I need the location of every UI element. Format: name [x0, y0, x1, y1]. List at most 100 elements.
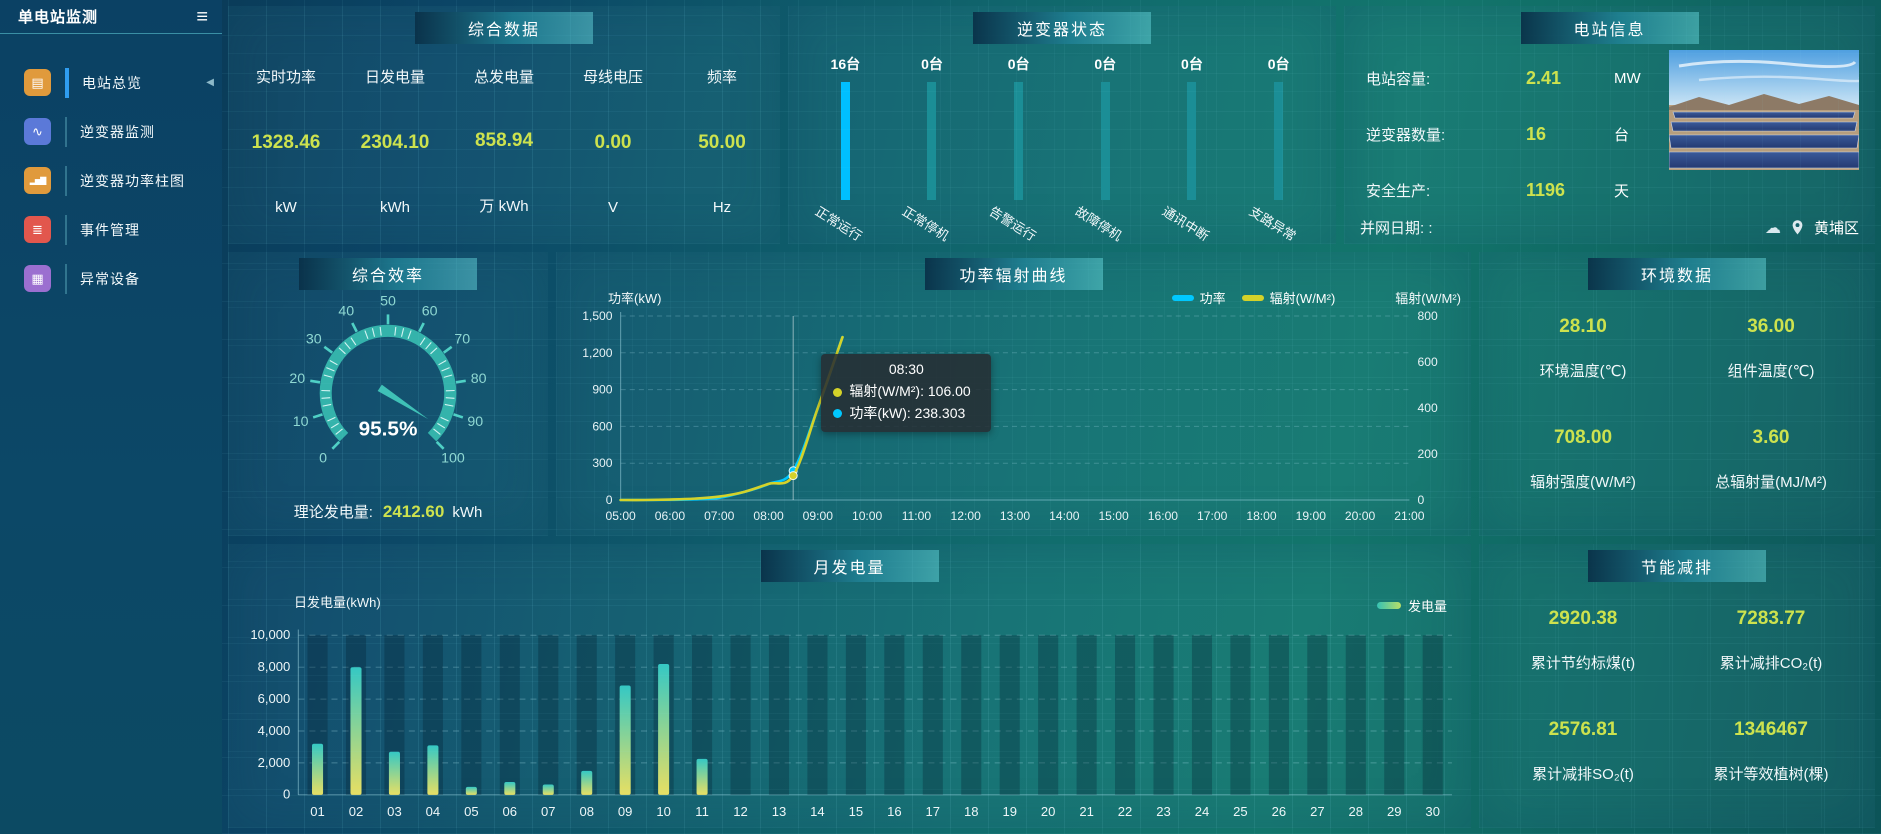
env-radiation-intensity: 708.00 辐射强度(W/M²)	[1489, 427, 1677, 492]
status-bar	[1187, 82, 1197, 200]
legend-mark-generation	[1376, 602, 1401, 609]
efficiency-gauge[interactable]: 0 10 20 30 40 50 60 70 80 90 100 95.5%	[270, 286, 506, 479]
month-chart-legend[interactable]: 发电量	[1376, 596, 1447, 615]
svg-text:95.5%: 95.5%	[359, 418, 418, 441]
sidebar-item-station-overview[interactable]: ▤ 电站总览 ◀	[0, 58, 222, 107]
bar-label: 通讯中断	[1159, 203, 1212, 244]
saving-label: 累计节约标煤(t)	[1530, 655, 1636, 672]
left-axis-name: 功率(kW)	[608, 291, 662, 306]
svg-text:03: 03	[387, 804, 402, 819]
svg-text:13: 13	[772, 804, 787, 819]
inverter-bar-fault-stop: 0台 故障停机	[1067, 54, 1143, 244]
sidebar-item-label: 事件管理	[80, 221, 140, 238]
svg-text:05: 05	[464, 804, 479, 819]
metric-unit: kWh	[380, 199, 410, 216]
sidebar-item-event-management[interactable]: ≣ 事件管理	[0, 205, 222, 254]
bar-label: 正常停机	[899, 203, 952, 244]
svg-text:28: 28	[1349, 804, 1364, 819]
district-name[interactable]: 黄埔区	[1813, 220, 1859, 237]
legend-label: 发电量	[1407, 599, 1447, 614]
panel-efficiency: 综合效率 0 10 20 30 40 50 60 70 80 90 100 95.5% 理论发电量: 2…	[228, 252, 548, 536]
sidebar-item-abnormal-devices[interactable]: ▦ 异常设备	[0, 254, 222, 303]
sidebar-nav: ▤ 电站总览 ◀ ∿ 逆变器监测 ▂▅▇ 逆变器功率柱图 ≣ 事件管理 ▦ 异常…	[0, 58, 222, 303]
summary-metrics: 实时功率 1328.46 kW 日发电量 2304.10 kWh 总发电量 85…	[246, 66, 762, 216]
metric-label: 频率	[706, 69, 737, 86]
svg-text:10: 10	[293, 414, 309, 430]
theoretical-generation: 理论发电量: 2412.60 kWh	[228, 501, 548, 522]
tooltip-row-radiation: 辐射(W/M²): 106.00	[833, 381, 979, 403]
bar-count: 0台	[1181, 56, 1203, 72]
svg-text:15: 15	[849, 804, 864, 819]
station-info-rows: 电站容量: 2.41 MW 逆变器数量: 16 台 安全生产: 1196 天	[1366, 50, 1664, 218]
svg-text:11:00: 11:00	[902, 509, 932, 523]
metric-unit: Hz	[712, 199, 732, 216]
svg-text:02: 02	[349, 804, 364, 819]
metric-realtime-power: 实时功率 1328.46 kW	[246, 66, 326, 216]
svg-text:12: 12	[733, 804, 748, 819]
location-pin-icon[interactable]	[1791, 219, 1804, 236]
info-row-safe-production: 安全生产: 1196 天	[1366, 162, 1664, 218]
power-dot-icon	[833, 409, 843, 419]
inverter-bar-comm-interrupted: 0台 通讯中断	[1154, 54, 1230, 244]
legend-mark-power	[1171, 294, 1194, 301]
radiation-dot-icon	[833, 387, 843, 397]
metric-bus-voltage: 母线电压 0.00 V	[573, 66, 653, 216]
svg-text:0: 0	[319, 450, 327, 466]
svg-text:20: 20	[289, 371, 305, 387]
svg-text:22: 22	[1118, 804, 1133, 819]
svg-text:24: 24	[1195, 804, 1210, 819]
status-bar	[927, 82, 937, 200]
svg-text:12:00: 12:00	[951, 509, 982, 523]
weather-cloud-icon[interactable]: ☁	[1764, 219, 1781, 237]
inverter-status-chart[interactable]: 16台 正常运行 0台 正常停机 0台 告警运行 0台 故障停机	[802, 54, 1322, 244]
theory-label: 理论发电量:	[293, 504, 373, 521]
info-value: 2.41	[1526, 67, 1562, 88]
theory-value: 2412.60	[382, 502, 445, 521]
sidebar-item-divider	[65, 67, 69, 98]
env-value: 36.00	[1747, 316, 1795, 337]
bar-count: 16台	[830, 56, 861, 72]
inverter-power-bars-icon: ▂▅▇	[24, 167, 51, 194]
collapse-arrow-icon[interactable]: ◀	[206, 77, 214, 88]
hamburger-menu-icon[interactable]: ≡	[196, 5, 208, 28]
svg-text:200: 200	[1417, 447, 1438, 461]
legend-item-power[interactable]: 功率	[1171, 288, 1226, 307]
sidebar-item-divider	[65, 165, 67, 196]
svg-text:1,500: 1,500	[582, 310, 613, 323]
monthly-generation-chart[interactable]: 0 2,000 4,000 6,000 8,000 10,000 01 02 03 04 05 06 0…	[234, 610, 1465, 824]
event-management-icon: ≣	[24, 216, 51, 243]
power-radiation-chart[interactable]: 0 300 600 900 1,200 1,500 0 200 400 600 800 05:00 06…	[562, 309, 1465, 532]
env-label: 组件温度(℃)	[1727, 363, 1815, 380]
svg-text:07:00: 07:00	[704, 509, 735, 523]
sidebar-item-inverter-power-bars[interactable]: ▂▅▇ 逆变器功率柱图	[0, 156, 222, 205]
dashboard-main: 综合数据 实时功率 1328.46 kW 日发电量 2304.10 kWh 总发…	[222, 0, 1881, 834]
env-value: 708.00	[1553, 427, 1613, 448]
svg-text:300: 300	[592, 456, 613, 470]
info-row-inverter-count: 逆变器数量: 16 台	[1366, 106, 1664, 162]
saving-trees: 1346467 累计等效植树(棵)	[1677, 719, 1865, 784]
sidebar-item-inverter-monitor[interactable]: ∿ 逆变器监测	[0, 107, 222, 156]
sidebar: 单电站监测 ≡ ▤ 电站总览 ◀ ∿ 逆变器监测 ▂▅▇ 逆变器功率柱图 ≣ 事…	[0, 0, 222, 834]
metric-value: 50.00	[698, 132, 746, 153]
svg-text:15:00: 15:00	[1098, 509, 1129, 523]
env-module-temp: 36.00 组件温度(℃)	[1677, 316, 1865, 381]
metric-value: 2304.10	[360, 132, 430, 153]
environment-grid: 28.10 环境温度(℃) 36.00 组件温度(℃) 708.00 辐射强度(…	[1489, 316, 1865, 492]
saving-co2: 7283.77 累计减排CO₂(t)	[1677, 608, 1865, 673]
svg-text:18:00: 18:00	[1246, 509, 1277, 523]
svg-text:06: 06	[503, 804, 518, 819]
bar-label: 告警运行	[986, 203, 1039, 244]
metric-label: 实时功率	[255, 69, 316, 86]
info-value: 16	[1526, 123, 1547, 144]
metric-frequency: 频率 50.00 Hz	[682, 66, 762, 216]
info-unit: MW	[1614, 69, 1641, 87]
panel-title: 月发电量	[760, 550, 939, 582]
legend-item-radiation[interactable]: 辐射(W/M²)	[1241, 288, 1335, 307]
overview-icon: ▤	[24, 69, 51, 96]
svg-text:600: 600	[1417, 355, 1438, 369]
svg-text:08: 08	[579, 804, 594, 819]
svg-text:800: 800	[1417, 310, 1438, 323]
svg-text:19:00: 19:00	[1296, 509, 1327, 523]
svg-text:23: 23	[1156, 804, 1171, 819]
info-unit: 台	[1614, 126, 1630, 144]
